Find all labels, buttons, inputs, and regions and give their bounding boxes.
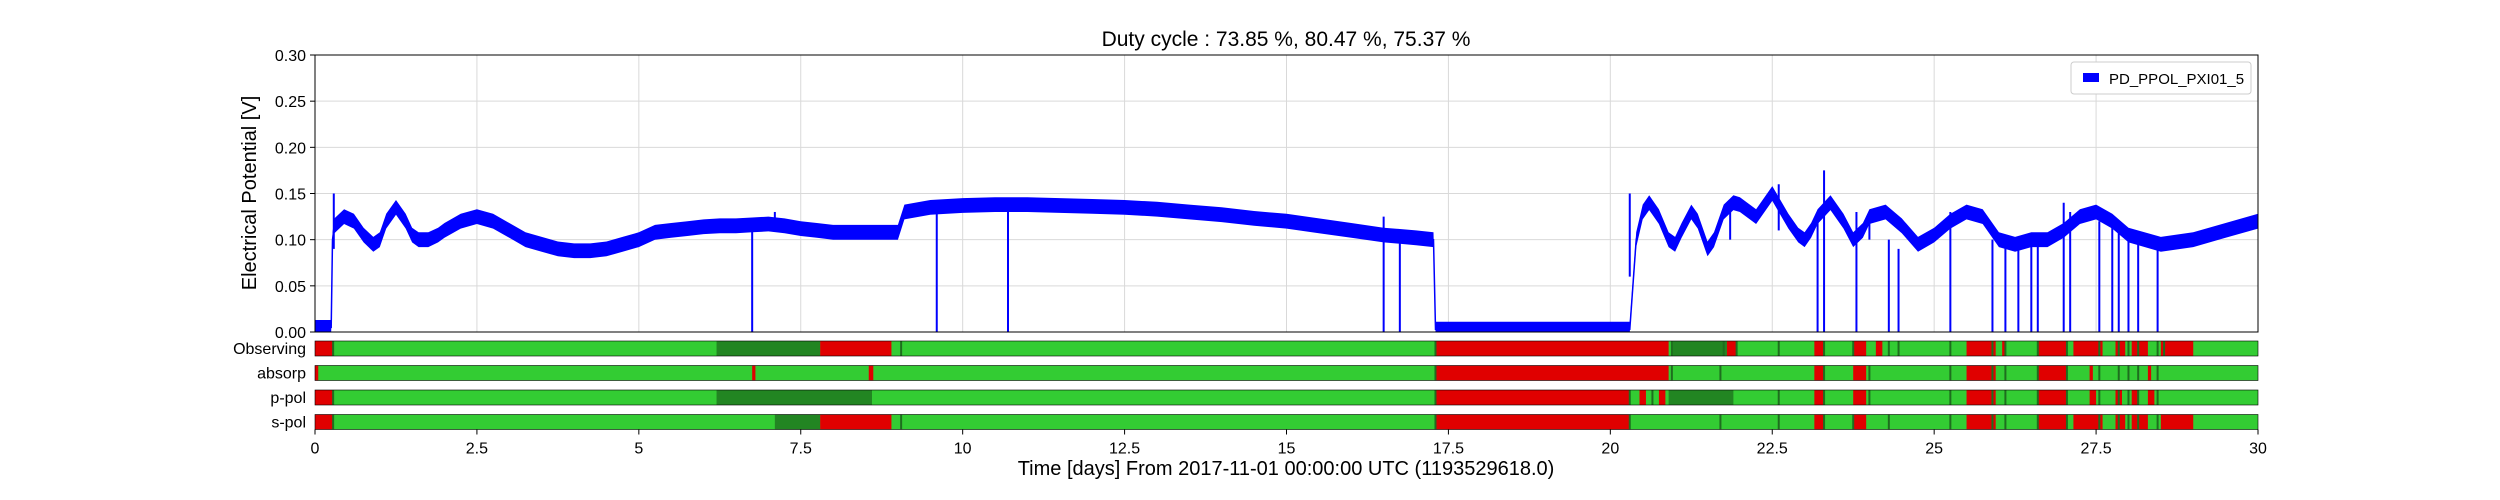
segment-inactive bbox=[2073, 341, 2103, 356]
segment-inactive bbox=[2131, 414, 2148, 430]
segment-inactive bbox=[2131, 390, 2139, 405]
x-tick-label: 10 bbox=[954, 441, 972, 458]
segment-inactive bbox=[820, 414, 892, 430]
segment-inactive bbox=[1814, 365, 1825, 381]
y-tick-label: 0.30 bbox=[275, 48, 306, 65]
segment-frame bbox=[314, 340, 2259, 357]
x-tick-label: 22.5 bbox=[1757, 441, 1788, 458]
x-tick-label: 27.5 bbox=[2081, 441, 2112, 458]
segment-dense bbox=[1671, 341, 1727, 356]
segment-row-label: absorp bbox=[257, 366, 306, 383]
segment-inactive bbox=[2037, 341, 2067, 356]
segment-inactive bbox=[2160, 414, 2194, 430]
segment-row: s-pol bbox=[271, 414, 2259, 432]
segment-panel: Observing absorp p-pol s-pol bbox=[233, 340, 2259, 432]
legend-swatch bbox=[2083, 73, 2099, 82]
y-tick-label: 0.10 bbox=[275, 233, 306, 250]
x-axis-ticks: 0 2.5 5 7.5 10 12.5 15 17.5 20 22.5 25 27.5 30 bbox=[311, 429, 2267, 458]
segment-inactive bbox=[1853, 390, 1867, 405]
legend: PD_PPOL_PXI01_5 bbox=[2070, 61, 2252, 95]
legend-box bbox=[2070, 61, 2252, 95]
segment-row-label: s-pol bbox=[271, 415, 306, 432]
segment-inactive bbox=[1966, 414, 1996, 430]
legend-label: PD_PPOL_PXI01_5 bbox=[2109, 71, 2244, 88]
y-tick-label: 0.15 bbox=[275, 187, 306, 204]
x-tick-label: 17.5 bbox=[1433, 441, 1464, 458]
segment-dense bbox=[716, 390, 872, 405]
x-tick-label: 12.5 bbox=[1109, 441, 1140, 458]
segment-dense bbox=[774, 414, 821, 430]
y-tick-label: 0.20 bbox=[275, 140, 306, 157]
segment-inactive bbox=[2089, 365, 2093, 381]
series-line bbox=[315, 192, 2259, 330]
segment-inactive bbox=[315, 365, 319, 381]
segment-frame bbox=[314, 389, 2259, 406]
segment-inactive bbox=[752, 365, 756, 381]
segment-inactive bbox=[1853, 341, 1867, 356]
x-tick-label: 2.5 bbox=[466, 441, 488, 458]
segment-frame bbox=[314, 365, 2259, 381]
segment-inactive bbox=[2002, 341, 2006, 356]
segment-inactive bbox=[1853, 365, 1867, 381]
segment-inactive bbox=[1435, 341, 1669, 356]
segment-inactive bbox=[2037, 390, 2067, 405]
segment-inactive bbox=[2131, 341, 2148, 356]
segment-inactive bbox=[2115, 341, 2126, 356]
series-band bbox=[315, 186, 2258, 332]
segment-inactive bbox=[1875, 341, 1883, 356]
x-tick-label: 0 bbox=[311, 441, 320, 458]
segment-inactive bbox=[2147, 390, 2155, 405]
segment-inactive bbox=[1814, 341, 1825, 356]
segment-inactive bbox=[1966, 365, 1996, 381]
data-spikes bbox=[332, 170, 2159, 332]
data-series bbox=[315, 186, 2259, 332]
segment-row: Observing bbox=[233, 340, 2259, 358]
segment-dense bbox=[716, 341, 821, 356]
segment-row-label: Observing bbox=[233, 341, 306, 358]
y-tick-label: 0.25 bbox=[275, 94, 306, 111]
segment-inactive bbox=[2073, 414, 2103, 430]
segment-row-label: p-pol bbox=[270, 390, 306, 407]
segment-inactive bbox=[820, 341, 892, 356]
segment-inactive bbox=[1726, 341, 1737, 356]
segment-inactive bbox=[1814, 390, 1825, 405]
segment-inactive bbox=[2115, 414, 2126, 430]
x-tick-label: 5 bbox=[634, 441, 643, 458]
y-tick-label: 0.00 bbox=[275, 325, 306, 342]
segment-inactive bbox=[1966, 390, 1996, 405]
y-axis-ticks: 0.00 0.05 0.10 0.15 0.20 0.25 0.30 bbox=[275, 48, 315, 342]
segment-inactive bbox=[315, 390, 334, 405]
segment-inactive bbox=[1814, 414, 1825, 430]
segment-inactive bbox=[2147, 365, 2152, 381]
segment-inactive bbox=[315, 341, 334, 356]
x-tick-label: 15 bbox=[1278, 441, 1296, 458]
segment-active-bar bbox=[315, 365, 2258, 381]
segment-inactive bbox=[1639, 390, 1646, 405]
segment-inactive bbox=[1853, 414, 1867, 430]
x-tick-label: 25 bbox=[1925, 441, 1943, 458]
x-tick-label: 30 bbox=[2249, 441, 2267, 458]
segment-inactive bbox=[1435, 365, 1669, 381]
segment-inactive bbox=[2089, 390, 2097, 405]
segment-dense bbox=[1668, 390, 1734, 405]
segment-inactive bbox=[2160, 341, 2194, 356]
x-axis-label: Time [days] From 2017-11-01 00:00:00 UTC… bbox=[1018, 458, 1555, 480]
segment-row: absorp bbox=[257, 365, 2259, 383]
segment-row: p-pol bbox=[270, 389, 2259, 407]
segment-inactive bbox=[2037, 414, 2067, 430]
main-plot: 0.00 0.05 0.10 0.15 0.20 0.25 0.30 Electrical … bbox=[239, 48, 2259, 342]
segment-inactive bbox=[315, 414, 334, 430]
segment-inactive bbox=[1435, 414, 1630, 430]
segment-inactive bbox=[2037, 365, 2067, 381]
x-tick-label: 7.5 bbox=[790, 441, 812, 458]
x-tick-label: 20 bbox=[1601, 441, 1619, 458]
y-axis-label: Electrical Potential [V] bbox=[239, 96, 261, 291]
segment-inactive bbox=[868, 365, 874, 381]
segment-inactive bbox=[1658, 390, 1666, 405]
segment-inactive bbox=[1966, 341, 1996, 356]
chart-title: Duty cycle : 73.85 %, 80.47 %, 75.37 % bbox=[1102, 28, 1471, 51]
y-tick-label: 0.05 bbox=[275, 279, 306, 296]
segment-inactive bbox=[1435, 390, 1630, 405]
